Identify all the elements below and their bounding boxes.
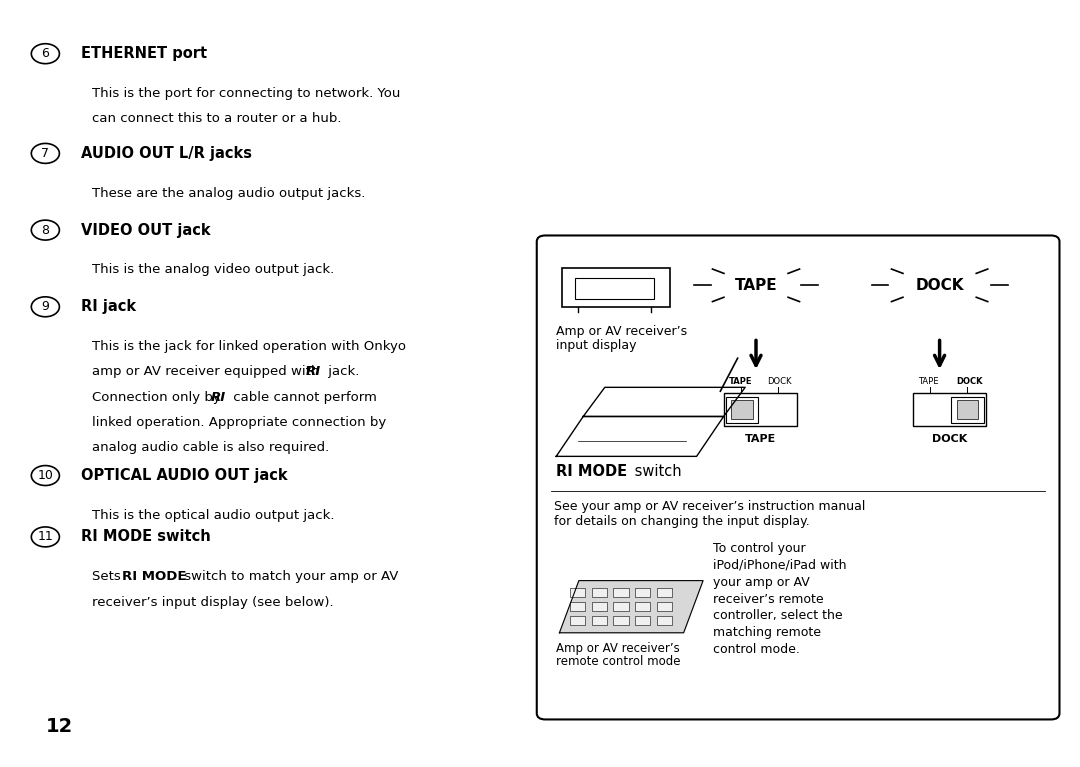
FancyBboxPatch shape <box>537 235 1059 719</box>
Text: VIDEO OUT jack: VIDEO OUT jack <box>81 222 211 238</box>
Text: analog audio cable is also required.: analog audio cable is also required. <box>92 442 329 454</box>
Text: control mode.: control mode. <box>713 644 799 656</box>
Bar <box>570 602 585 611</box>
Text: See your amp or AV receiver’s instruction manual: See your amp or AV receiver’s instructio… <box>554 500 865 512</box>
Bar <box>913 393 986 426</box>
Text: 8: 8 <box>41 224 50 236</box>
Bar <box>635 616 650 625</box>
Text: This is the optical audio output jack.: This is the optical audio output jack. <box>92 509 335 522</box>
Text: can connect this to a router or a hub.: can connect this to a router or a hub. <box>92 113 341 125</box>
Bar <box>657 616 672 625</box>
Bar <box>592 588 607 597</box>
Text: 10: 10 <box>38 469 53 482</box>
Text: matching remote: matching remote <box>713 627 821 639</box>
Text: linked operation. Appropriate connection by: linked operation. Appropriate connection… <box>92 416 386 429</box>
Text: receiver’s remote: receiver’s remote <box>713 593 823 605</box>
Text: DOCK: DOCK <box>916 278 963 293</box>
Polygon shape <box>583 387 745 416</box>
Text: jack.: jack. <box>324 366 360 378</box>
Bar <box>613 616 629 625</box>
Text: RI: RI <box>211 391 226 403</box>
Text: TAPE: TAPE <box>734 278 778 293</box>
Text: TAPE: TAPE <box>745 434 775 445</box>
Bar <box>951 397 984 423</box>
Text: This is the port for connecting to network. You: This is the port for connecting to netwo… <box>92 87 401 100</box>
Bar <box>957 400 978 419</box>
Text: RI MODE switch: RI MODE switch <box>81 529 211 545</box>
Text: TAPE: TAPE <box>918 377 939 386</box>
Bar <box>570 616 585 625</box>
Text: AUDIO OUT L/R jacks: AUDIO OUT L/R jacks <box>81 146 252 161</box>
Polygon shape <box>556 416 724 456</box>
Text: These are the analog audio output jacks.: These are the analog audio output jacks. <box>92 187 365 199</box>
Text: your amp or AV: your amp or AV <box>713 576 810 588</box>
Bar <box>562 268 670 307</box>
Bar <box>613 588 629 597</box>
Text: cable cannot perform: cable cannot perform <box>229 391 377 403</box>
Text: ETHERNET port: ETHERNET port <box>81 46 207 61</box>
Text: To control your: To control your <box>713 542 806 555</box>
Text: input display: input display <box>556 339 637 351</box>
Text: OPTICAL AUDIO OUT jack: OPTICAL AUDIO OUT jack <box>81 468 287 483</box>
Bar <box>635 588 650 597</box>
Bar <box>575 278 654 299</box>
Bar <box>724 393 797 426</box>
Text: for details on changing the input display.: for details on changing the input displa… <box>554 515 810 528</box>
Text: 7: 7 <box>41 147 50 160</box>
Bar <box>657 588 672 597</box>
Bar <box>635 602 650 611</box>
Text: 6: 6 <box>41 48 50 60</box>
Text: RI jack: RI jack <box>81 299 136 314</box>
Bar <box>657 602 672 611</box>
Text: switch: switch <box>630 464 681 479</box>
Polygon shape <box>559 581 703 633</box>
Text: controller, select the: controller, select the <box>713 610 842 622</box>
Text: Amp or AV receiver’s: Amp or AV receiver’s <box>556 325 687 337</box>
Text: This is the jack for linked operation with Onkyo: This is the jack for linked operation wi… <box>92 341 406 353</box>
Text: DOCK: DOCK <box>767 377 792 386</box>
Text: switch to match your amp or AV: switch to match your amp or AV <box>180 571 399 583</box>
Text: Connection only by: Connection only by <box>92 391 225 403</box>
Text: RI MODE: RI MODE <box>122 571 187 583</box>
Text: 9: 9 <box>41 301 50 313</box>
Text: DOCK: DOCK <box>956 377 983 386</box>
Bar <box>726 397 758 423</box>
Text: RI MODE: RI MODE <box>556 464 627 479</box>
Text: RI: RI <box>306 366 321 378</box>
Text: Amp or AV receiver’s: Amp or AV receiver’s <box>556 642 680 654</box>
Bar <box>592 602 607 611</box>
Text: Sets: Sets <box>92 571 125 583</box>
Text: 11: 11 <box>38 531 53 543</box>
Bar <box>592 616 607 625</box>
Text: receiver’s input display (see below).: receiver’s input display (see below). <box>92 596 334 608</box>
Text: DOCK: DOCK <box>932 434 967 445</box>
Text: TAPE: TAPE <box>729 377 753 386</box>
Bar <box>613 602 629 611</box>
Bar <box>731 400 753 419</box>
Text: amp or AV receiver equipped with: amp or AV receiver equipped with <box>92 366 323 378</box>
Text: This is the analog video output jack.: This is the analog video output jack. <box>92 264 334 276</box>
Text: 12: 12 <box>45 717 72 736</box>
Bar <box>570 588 585 597</box>
Text: iPod/iPhone/iPad with: iPod/iPhone/iPad with <box>713 559 847 571</box>
Text: remote control mode: remote control mode <box>556 656 680 668</box>
